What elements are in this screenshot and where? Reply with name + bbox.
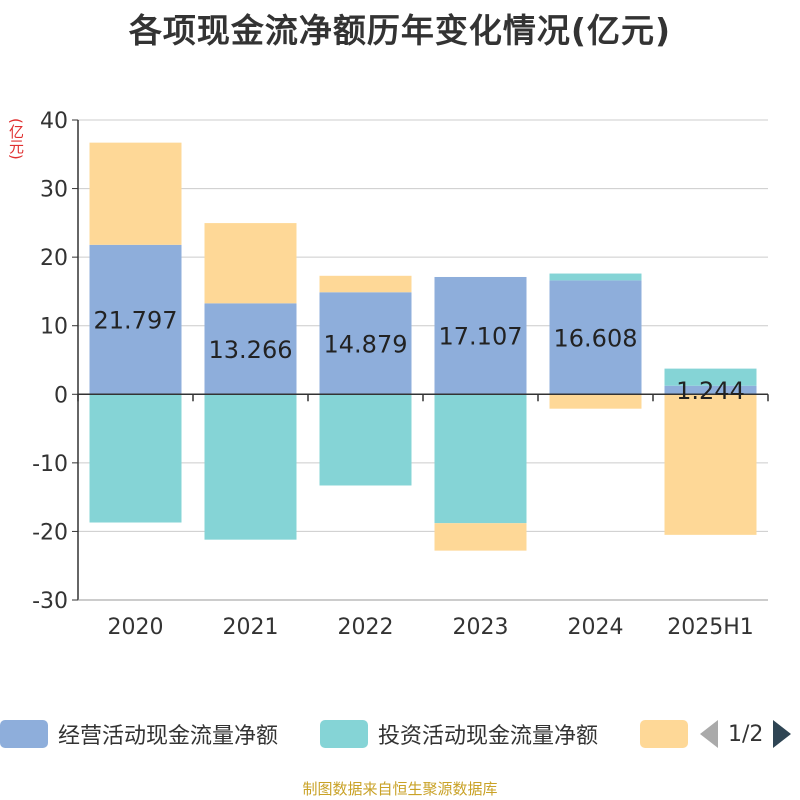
bars	[89, 142, 757, 551]
x-tick-label: 2025H1	[667, 615, 754, 640]
bar-s0-2020	[89, 244, 182, 395]
y-tick-label: 40	[40, 109, 68, 134]
x-tick-label: 2023	[453, 615, 509, 640]
x-tick-label: 2024	[568, 615, 624, 640]
bar-s0-2023	[434, 276, 527, 395]
data-label: 14.879	[324, 330, 408, 358]
next-page-icon[interactable]	[773, 720, 792, 748]
data-label: 17.107	[439, 323, 523, 351]
bar-s0-2022	[319, 292, 412, 395]
bar-s2-2023	[434, 523, 527, 551]
legend-swatch-investing	[320, 720, 368, 748]
data-label: 16.608	[554, 324, 638, 352]
bar-s2-2021	[204, 223, 297, 304]
bar-s1-2023	[434, 394, 527, 524]
x-tick-label: 2022	[338, 615, 394, 640]
bar-s2-2022	[319, 275, 412, 293]
x-tick-label: 2021	[223, 615, 279, 640]
y-tick-label: -20	[32, 520, 68, 545]
bar-s0-2024	[549, 280, 642, 395]
bar-s2-2020	[89, 142, 182, 245]
legend-page-indicator: 1/2	[728, 721, 764, 747]
y-tick-label: 0	[54, 383, 68, 408]
source-note: 制图数据来自恒生聚源数据库	[302, 780, 498, 798]
y-tick-label: 20	[40, 246, 68, 271]
bar-s2-2025H1	[664, 394, 757, 535]
chart-plot: 40 30 20 10 0 -10 -20 -30 2020 2021 2022 2023 2024 20…	[32, 109, 769, 640]
bar-s1-2024	[549, 273, 642, 281]
legend-swatch-operating	[0, 720, 48, 748]
data-label: 1.244	[676, 377, 745, 405]
bar-s1-2022	[319, 394, 412, 486]
prev-page-icon[interactable]	[700, 720, 718, 748]
data-label: 21.797	[94, 307, 178, 335]
data-labels: 21.797 13.266 14.879 17.107 16.608 1.244	[94, 307, 745, 405]
bar-s1-2021	[204, 394, 297, 540]
legend-item-operating[interactable]: 经营活动现金流量净额	[0, 716, 278, 752]
bar-s0-2021	[204, 303, 297, 395]
data-label: 13.266	[209, 336, 293, 364]
legend-label-operating: 经营活动现金流量净额	[58, 724, 279, 749]
y-tick-label: -10	[32, 452, 68, 477]
legend-swatch-third-series	[640, 720, 688, 748]
y-tick-label: 30	[40, 178, 68, 203]
legend-pager: 1/2	[700, 716, 792, 752]
bar-s1-2020	[89, 394, 182, 523]
y-tick-label: -30	[32, 589, 68, 614]
bar-s1-2025H1	[664, 368, 757, 386]
chart-title: 各项现金流净额历年变化情况(亿元)	[128, 11, 672, 50]
x-tick-label: 2020	[108, 615, 164, 640]
y-axis-unit-label: (亿元)	[7, 118, 25, 160]
bar-s0-2025H1	[664, 385, 757, 395]
y-tick-label: 10	[40, 315, 68, 340]
legend-item-investing[interactable]: 投资活动现金流量净额	[320, 716, 598, 752]
legend-label-investing: 投资活动现金流量净额	[378, 724, 599, 749]
legend: 经营活动现金流量净额 投资活动现金流量净额 1/2	[0, 716, 800, 756]
legend-item-third-series[interactable]	[640, 716, 698, 752]
axes: 40 30 20 10 0 -10 -20 -30 2020 2021 2022 2023 2024 20…	[32, 109, 769, 640]
bar-s2-2024	[549, 394, 642, 409]
